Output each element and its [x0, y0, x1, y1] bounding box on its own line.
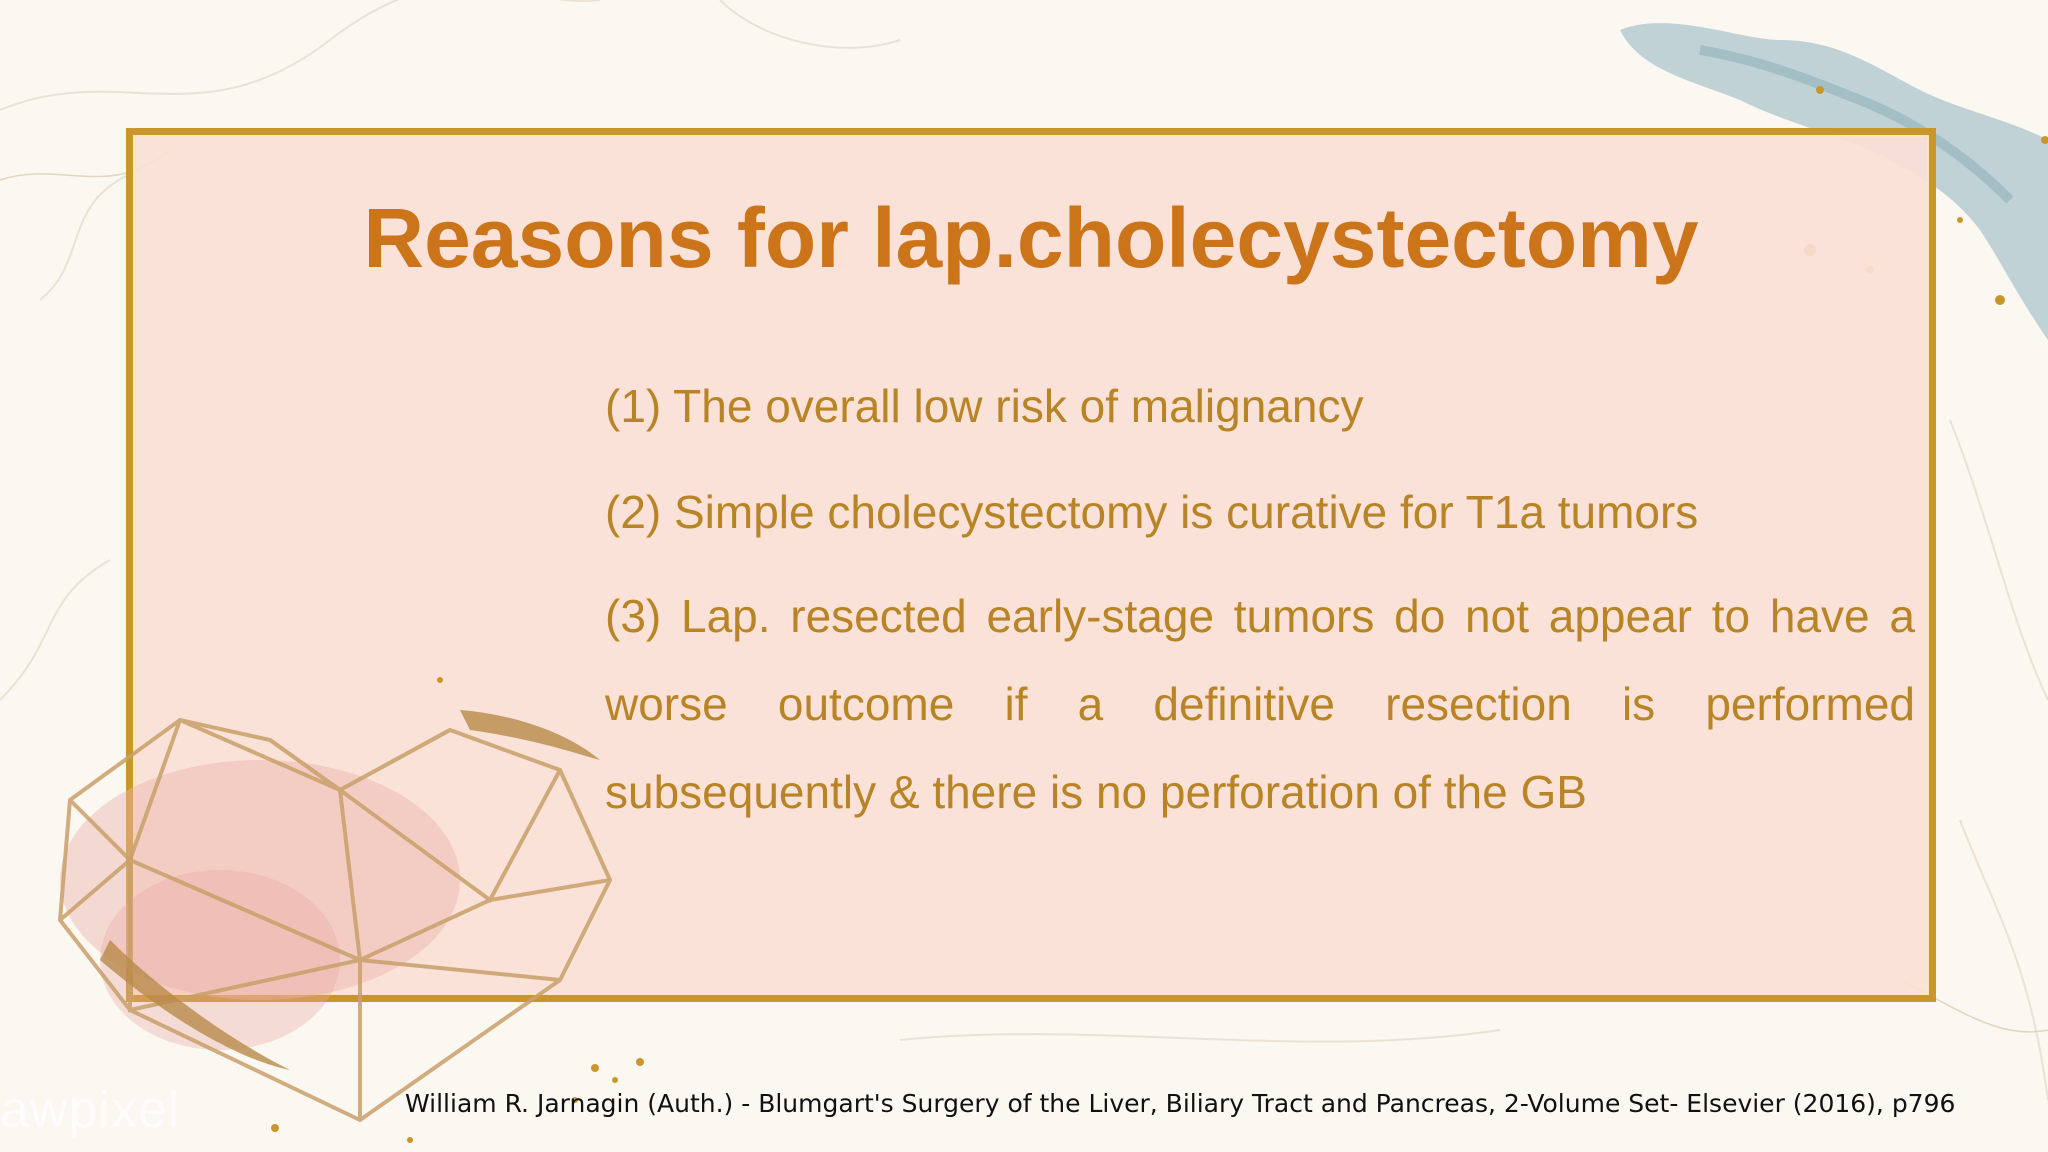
geometric-heart-icon — [57, 677, 644, 1143]
reason-item-3: (3) Lap. resected early-stage tumors do … — [605, 590, 1915, 818]
citation: William R. Jarnagin (Auth.) - Blumgart's… — [405, 1089, 1956, 1118]
reason-item-2: (2) Simple cholecystectomy is curative f… — [605, 486, 1699, 538]
slide-title: Reasons for lap.cholecystectomy — [363, 191, 1699, 285]
reasons-list: (1) The overall low risk of malignancy (… — [605, 370, 1915, 870]
watermark: awpixel — [0, 1081, 181, 1139]
reason-item-1: (1) The overall low risk of malignancy — [605, 380, 1364, 432]
